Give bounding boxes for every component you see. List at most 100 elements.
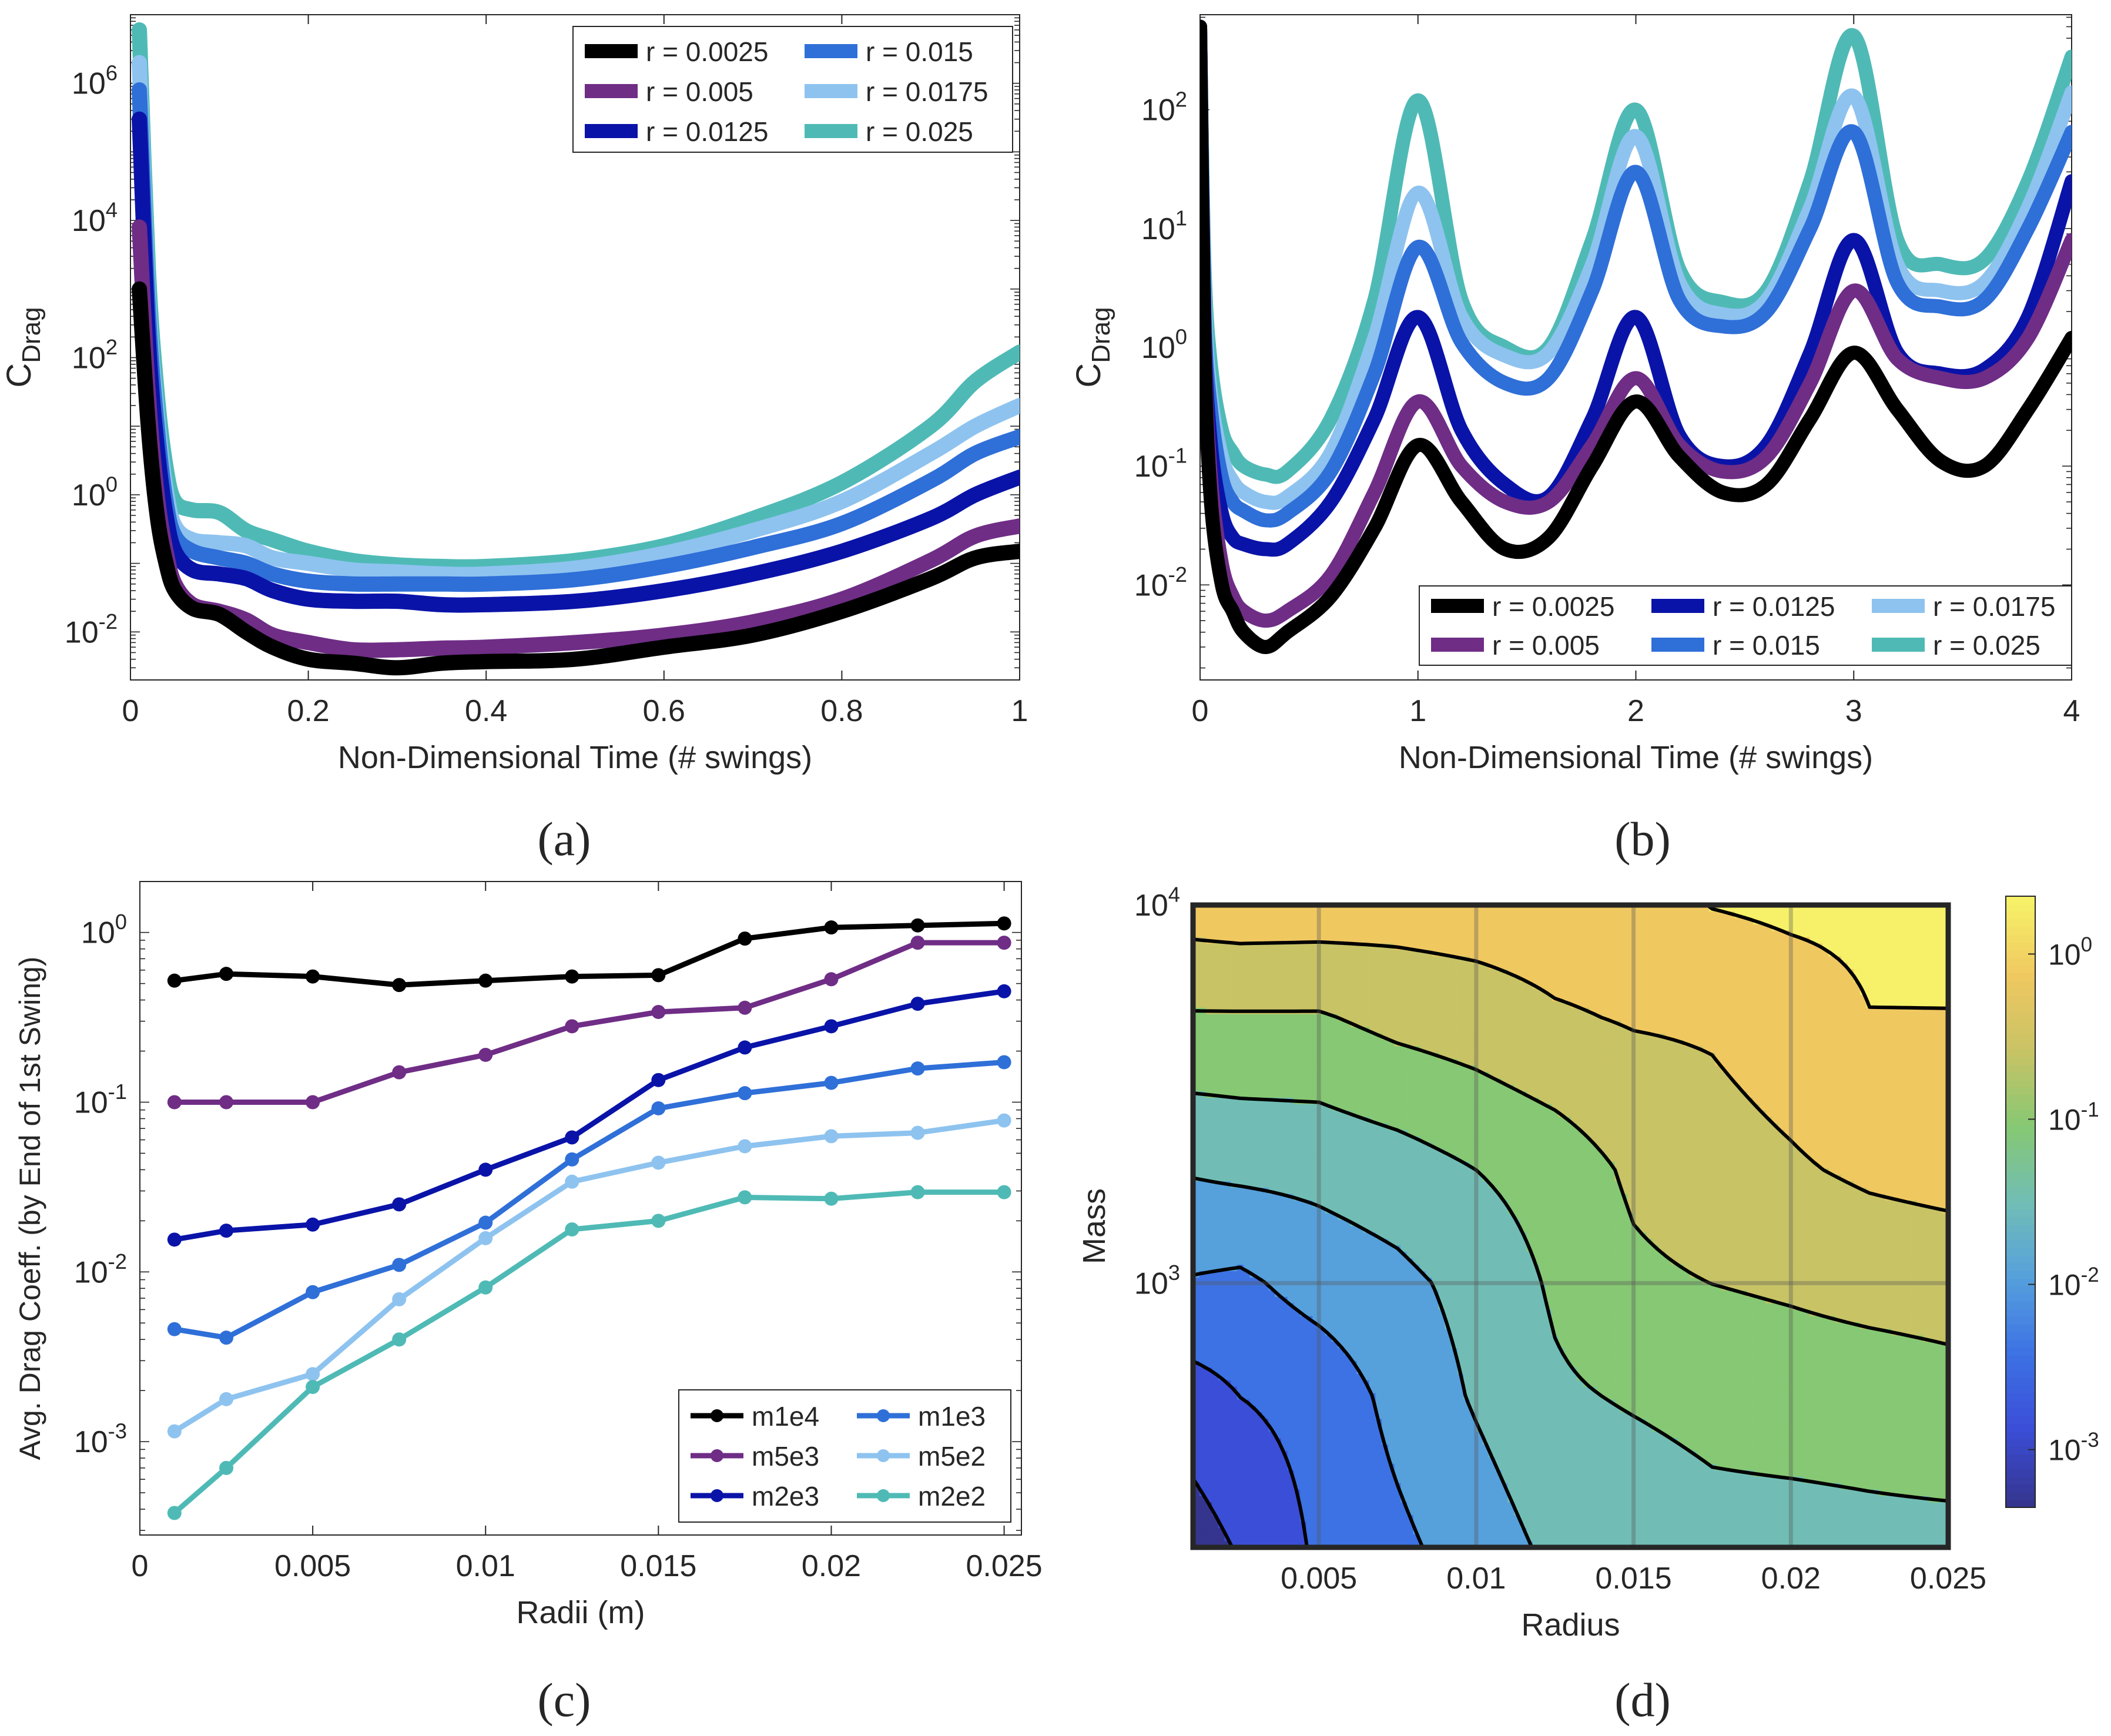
contour-cell (1570, 1072, 1577, 1079)
contour-cell (1394, 995, 1401, 1002)
contour-cell (1784, 1053, 1791, 1060)
contour-cell (1935, 924, 1942, 931)
contour-cell (1564, 976, 1571, 983)
contour-cell (1709, 911, 1716, 919)
contour-cell (1715, 1078, 1723, 1085)
contour-cell (1476, 905, 1483, 912)
contour-cell (1445, 1117, 1452, 1124)
contour-cell (1507, 1117, 1514, 1124)
contour-cell (1514, 1007, 1521, 1015)
contour-cell (1482, 982, 1489, 989)
y-tick-label: 102 (1141, 87, 1187, 127)
contour-cell (1533, 905, 1540, 912)
contour-cell (1696, 1136, 1703, 1144)
contour-cell (1891, 930, 1898, 938)
contour-cell (1350, 988, 1358, 996)
contour-cell (1407, 1020, 1414, 1028)
contour-cell (1740, 988, 1747, 996)
contour-cell (1533, 1014, 1540, 1021)
contour-cell (1193, 917, 1200, 925)
contour-cell (1312, 1020, 1319, 1028)
contour-cell (1734, 1046, 1741, 1053)
contour-cell (1589, 911, 1596, 919)
contour-cell (1866, 1007, 1874, 1015)
contour-cell (1602, 1040, 1609, 1047)
contour-cell (1539, 976, 1546, 983)
contour-cell (1419, 911, 1426, 919)
contour-cell (1470, 1123, 1477, 1131)
contour-cell (1608, 1040, 1616, 1047)
contour-cell (1325, 1033, 1332, 1041)
contour-cell (1898, 1033, 1905, 1041)
contour-cell (1570, 1117, 1577, 1124)
contour-cell (1419, 937, 1426, 944)
contour-cell (1294, 950, 1301, 957)
contour-cell (1658, 1001, 1666, 1008)
contour-cell (1608, 950, 1616, 957)
contour-cell (1602, 924, 1609, 931)
contour-cell (1646, 917, 1653, 925)
contour-cell (1734, 1072, 1741, 1079)
contour-cell (1747, 995, 1754, 1002)
contour-cell (1696, 1130, 1703, 1137)
contour-cell (1898, 950, 1905, 957)
contour-cell (1640, 937, 1647, 944)
contour-cell (1891, 976, 1898, 983)
contour-cell (1514, 1020, 1521, 1028)
contour-cell (1916, 950, 1924, 957)
data-point (824, 1019, 839, 1034)
contour-cell (1816, 988, 1823, 996)
contour-cell (1734, 982, 1741, 989)
contour-cell (1199, 930, 1207, 938)
contour-cell (1583, 917, 1590, 925)
contour-cell (1935, 1040, 1942, 1047)
contour-cell (1432, 917, 1439, 925)
contour-cell (1885, 1014, 1892, 1021)
contour-cell (1407, 1123, 1414, 1131)
legend-label: m1e3 (918, 1401, 986, 1432)
contour-cell (1621, 1065, 1628, 1073)
contour-cell (1929, 956, 1936, 963)
contour-cell (1520, 1097, 1527, 1105)
contour-cell (1205, 956, 1212, 963)
contour-cell (1300, 969, 1307, 976)
contour-cell (1942, 1059, 1948, 1066)
contour-cell (1916, 1110, 1924, 1118)
contour-cell (1627, 1097, 1634, 1105)
contour-cell (1218, 1097, 1225, 1105)
contour-cell (1495, 995, 1502, 1002)
contour-cell (1772, 1085, 1779, 1092)
contour-cell (1589, 995, 1596, 1002)
contour-cell (1860, 982, 1867, 989)
contour-cell (1501, 917, 1509, 925)
contour-cell (1916, 1033, 1924, 1041)
contour-cell (1545, 969, 1552, 976)
contour-cell (1847, 982, 1854, 989)
data-point (910, 936, 925, 950)
contour-cell (1602, 1130, 1609, 1137)
contour-cell (1388, 1136, 1395, 1144)
contour-cell (1382, 930, 1389, 938)
contour-cell (1709, 1001, 1716, 1008)
contour-cell (1671, 1091, 1678, 1098)
contour-cell (1287, 917, 1294, 925)
contour-cell (1205, 950, 1212, 957)
contour-cell (1338, 956, 1345, 963)
contour-cell (1822, 988, 1829, 996)
contour-cell (1847, 1117, 1854, 1124)
contour-cell (1929, 924, 1936, 931)
contour-cell (1740, 1123, 1747, 1131)
contour-cell (1910, 1033, 1918, 1041)
contour-cell (1407, 1033, 1414, 1041)
contour-cell (1419, 1020, 1426, 1028)
contour-cell (1256, 1001, 1263, 1008)
contour-cell (1696, 1007, 1703, 1015)
contour-cell (1438, 988, 1445, 996)
contour-cell (1646, 1130, 1653, 1137)
contour-cell (1256, 976, 1263, 983)
contour-cell (1470, 1136, 1477, 1144)
contour-cell (1338, 1065, 1345, 1073)
contour-cell (1734, 995, 1741, 1002)
contour-cell (1231, 976, 1238, 983)
data-point (738, 931, 752, 946)
